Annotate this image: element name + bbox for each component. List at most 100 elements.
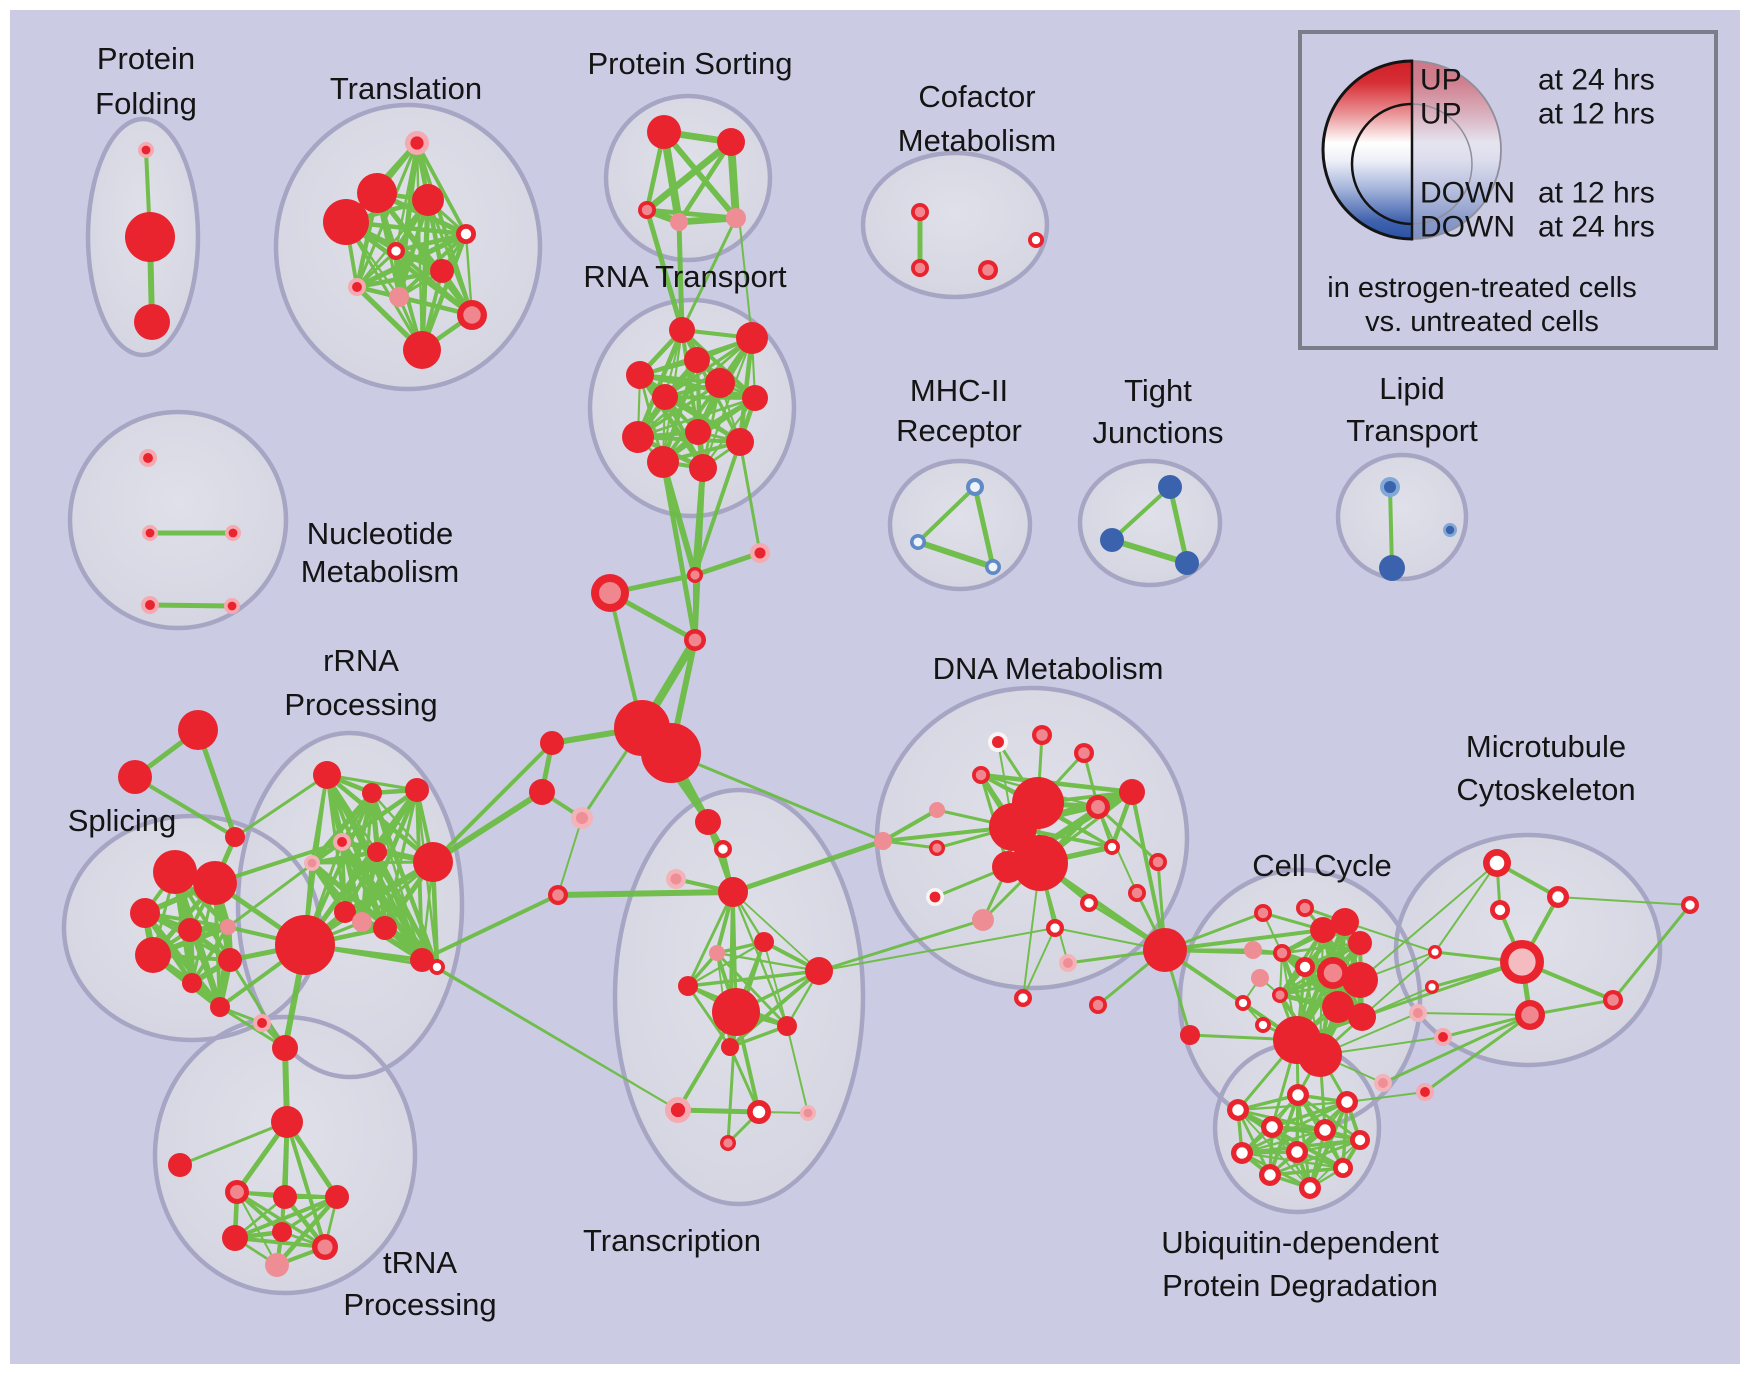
edge [1359, 862, 1498, 981]
cluster-outline-rna-transport [587, 297, 797, 519]
gene-node-core [1378, 1078, 1388, 1088]
edge [233, 773, 329, 839]
cluster-label-mhc-ii-receptor: MHC-II [910, 373, 1008, 408]
edge [147, 602, 235, 609]
gene-node-core [1552, 891, 1564, 903]
cluster-outline-cofactor-metabolism [860, 150, 1050, 300]
cluster-label-rrna-processing: rRNA [323, 643, 399, 678]
edge [1109, 537, 1190, 566]
gene-node [1012, 835, 1068, 891]
gene-node-core [1384, 481, 1396, 493]
edge [692, 550, 763, 578]
gene-node [754, 932, 774, 952]
edge [557, 817, 583, 896]
edge [660, 459, 698, 643]
gene-node-core [1341, 1096, 1353, 1108]
edge [730, 838, 886, 895]
gene-node-core [754, 547, 766, 559]
legend-time-label: at 12 hrs [1538, 98, 1655, 131]
legend: UP at 24 hrs UP at 12 hrs DOWN at 12 hrs DOWN a… [1298, 30, 1718, 350]
gene-node [1119, 779, 1145, 805]
gene-node-core [752, 1105, 766, 1119]
gene-node [1298, 1033, 1342, 1077]
edge [1611, 903, 1692, 1002]
gene-node [130, 898, 160, 928]
edge [430, 789, 545, 865]
gene-node-core [1091, 800, 1105, 814]
gene-node-core [718, 844, 728, 854]
gene-node [726, 428, 754, 456]
edge [1434, 862, 1498, 953]
edge [817, 918, 985, 973]
edge [676, 139, 734, 225]
cluster-outline-transcription [612, 787, 866, 1207]
gene-node [736, 322, 768, 354]
edge [325, 773, 387, 930]
gene-node-core [1420, 1087, 1430, 1097]
gene-node [1158, 475, 1182, 499]
gene-node [367, 842, 387, 862]
gene-node [712, 988, 760, 1036]
edge [738, 440, 762, 555]
gene-node [265, 1253, 289, 1277]
gene-node [373, 916, 397, 940]
gene-node-core [1299, 902, 1311, 914]
gene-node-core [463, 306, 481, 324]
edge [1163, 928, 1325, 952]
cluster-label-ubiquitin-degradation: Ubiquitin-dependent [1161, 1225, 1439, 1260]
cluster-label-protein-sorting: Protein Sorting [587, 46, 792, 81]
gene-node [705, 368, 735, 398]
edge [1022, 927, 1056, 999]
edge [1130, 790, 1167, 952]
gene-node [726, 208, 746, 228]
gene-node-core [1413, 1008, 1423, 1018]
gene-node [357, 173, 397, 213]
edge [274, 1194, 340, 1268]
gene-node-core [690, 570, 700, 580]
gene-node-core [1292, 1089, 1304, 1101]
edge [190, 925, 230, 985]
gene-node [182, 973, 202, 993]
gene-node [430, 259, 454, 283]
gene-node-core [460, 228, 472, 240]
gene-node-core [1431, 948, 1439, 956]
gene-node-core [1489, 855, 1505, 871]
legend-outer-ring-left [1321, 59, 1413, 241]
cluster-label-rrna-processing: Processing [284, 687, 437, 722]
gene-node-core [929, 891, 941, 903]
gene-node-core [1036, 729, 1048, 741]
legend-time-label: at 12 hrs [1538, 177, 1655, 210]
edge [1423, 1013, 1532, 1094]
edge [644, 207, 685, 333]
edge [1381, 1013, 1532, 1085]
gene-node-core [145, 600, 155, 610]
cluster-label-translation: Translation [330, 71, 482, 106]
gene-node-core [932, 843, 942, 853]
gene-node-core [1508, 948, 1536, 976]
gene-node-core [1050, 923, 1060, 933]
cluster-label-protein-folding: Folding [95, 86, 197, 121]
gene-node [929, 802, 945, 818]
edge [728, 969, 821, 1049]
gene-node [678, 976, 698, 996]
legend-time-label: at 24 hrs [1538, 211, 1655, 244]
edge [1360, 960, 1524, 1019]
gene-node [626, 361, 654, 389]
cluster-label-microtubule-cytoskeleton: Cytoskeleton [1456, 772, 1635, 807]
gene-node-core [988, 562, 998, 572]
gene-node [1342, 962, 1378, 998]
gene-node-core [913, 537, 923, 547]
gene-node [168, 1153, 192, 1177]
cluster-label-mhc-ii-receptor: Receptor [896, 413, 1022, 448]
cluster-label-nucleotide-metabolism: Metabolism [301, 554, 460, 589]
gene-node [972, 909, 994, 931]
legend-inner-ring-left [1350, 102, 1413, 226]
edge [1280, 941, 1362, 955]
edge [675, 1107, 762, 1115]
gene-node [670, 213, 688, 231]
gene-node-core [141, 145, 151, 155]
gene-node [641, 723, 701, 783]
gene-node-core [1084, 898, 1094, 908]
gene-node [777, 1016, 797, 1036]
gene-node-core [552, 889, 564, 901]
